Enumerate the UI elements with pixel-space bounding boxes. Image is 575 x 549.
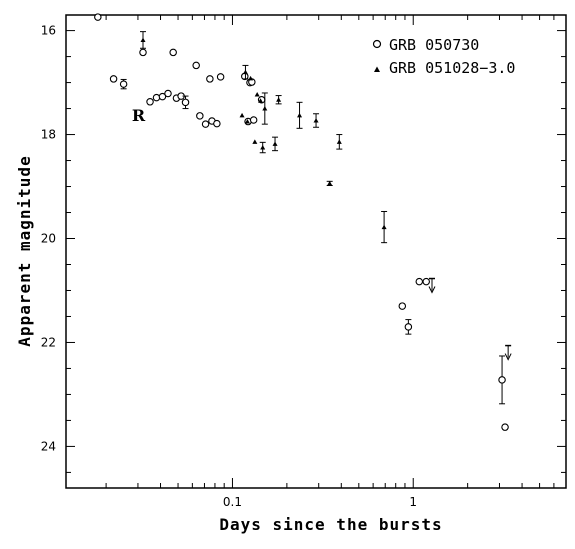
upper-limit-arrow bbox=[504, 353, 512, 361]
grb-051028-point bbox=[254, 92, 260, 97]
y-tick-label: 22 bbox=[41, 335, 56, 349]
grb-050730-point bbox=[152, 93, 161, 102]
grb-050730-point bbox=[213, 119, 221, 128]
grb-050730-point bbox=[206, 75, 214, 83]
grb-050730-point bbox=[404, 323, 413, 331]
legend-marker-grb-050730 bbox=[372, 39, 382, 49]
y-axis-title: Apparent magnitude bbox=[15, 155, 34, 346]
upper-limit-arrow bbox=[428, 286, 436, 294]
grb-050730-point bbox=[192, 61, 200, 70]
grb-050730-point bbox=[119, 80, 128, 88]
data-marks bbox=[94, 13, 512, 431]
grb-050730-point bbox=[94, 13, 102, 21]
grb-050730-point bbox=[169, 48, 177, 57]
grb-051028-point bbox=[262, 106, 268, 111]
grb-051028-point bbox=[260, 145, 266, 150]
y-tick-label: 16 bbox=[41, 24, 56, 38]
grb-050730-point bbox=[146, 98, 154, 106]
axes: 16 18 20 22 24 0.1 1 bbox=[41, 15, 567, 509]
grb-050730-point bbox=[164, 89, 172, 98]
grb-051028-point bbox=[248, 75, 254, 81]
x-axis-title: Days since the bursts bbox=[219, 515, 442, 534]
grb-051028-point bbox=[313, 118, 319, 123]
grb-051028-point bbox=[140, 37, 146, 42]
grb-051028-point bbox=[258, 98, 264, 103]
grb-050730-point bbox=[422, 277, 430, 286]
grb-050730-point bbox=[181, 98, 190, 107]
legend-label-grb-050730: GRB 050730 bbox=[389, 36, 479, 54]
grb-050730-point bbox=[196, 112, 204, 120]
grb-050730-point bbox=[216, 73, 225, 81]
grb-050730-point bbox=[398, 302, 407, 310]
grb-050730-point bbox=[249, 116, 258, 124]
legend: GRB 050730 GRB 051028−3.0 bbox=[372, 36, 515, 77]
legend-marker-grb-051028 bbox=[374, 66, 380, 72]
grb-051028-point bbox=[336, 139, 342, 144]
grb-051028-point bbox=[276, 97, 282, 102]
grb-051028-point bbox=[327, 180, 333, 186]
y-tick-label: 24 bbox=[41, 439, 56, 453]
x-tick-label: 1 bbox=[409, 495, 417, 509]
x-tick-label: 0.1 bbox=[223, 495, 242, 509]
grb-051028-point bbox=[297, 112, 303, 118]
grb-050730-point bbox=[139, 48, 147, 57]
grb-050730-point bbox=[158, 92, 167, 101]
grb-050730-point bbox=[109, 75, 118, 83]
grb-050730-point bbox=[415, 277, 424, 286]
grb-050730-point bbox=[498, 376, 506, 384]
legend-label-grb-051028: GRB 051028−3.0 bbox=[389, 59, 515, 77]
y-tick-label: 20 bbox=[41, 232, 56, 246]
grb-050730-point bbox=[201, 120, 210, 128]
grb-051028-point bbox=[381, 224, 387, 230]
annotation-r: R bbox=[132, 106, 146, 125]
grb-051028-point bbox=[244, 119, 250, 124]
grb-051028-point bbox=[252, 139, 258, 144]
y-tick-label: 18 bbox=[41, 128, 56, 142]
plot-frame bbox=[65, 14, 567, 489]
grb-050730-point bbox=[501, 423, 509, 431]
grb-051028-point bbox=[239, 112, 245, 118]
grb-051028-point bbox=[272, 141, 278, 146]
grb-051028-point bbox=[242, 69, 248, 75]
